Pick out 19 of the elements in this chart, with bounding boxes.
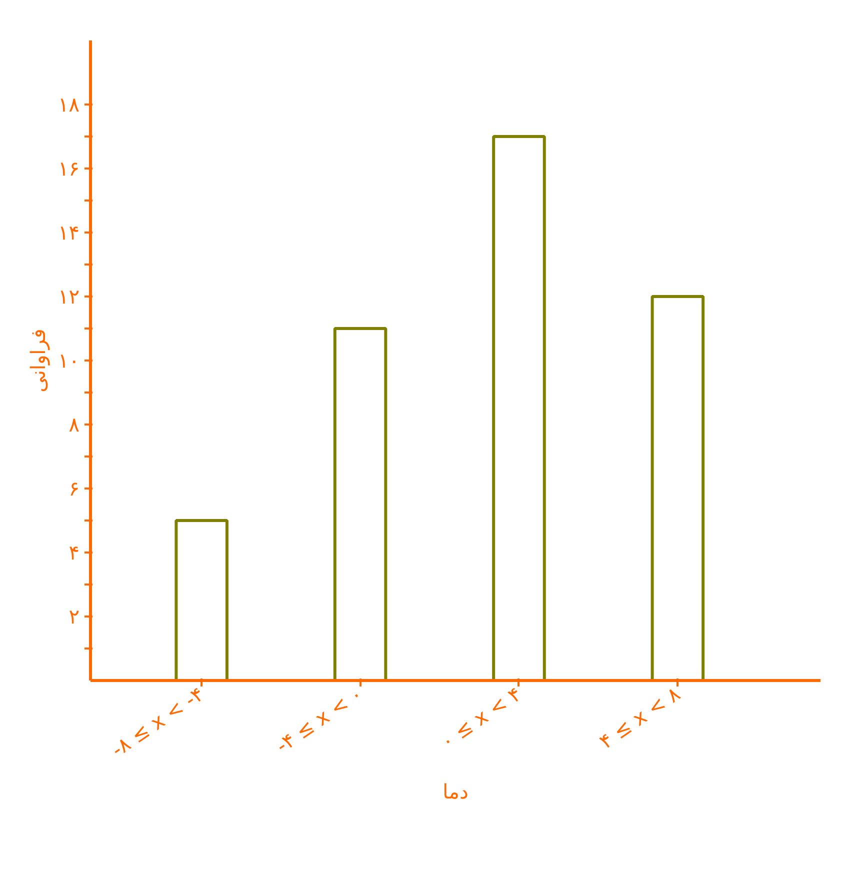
y-tick-label: ۱۲ [58,284,80,308]
y-tick-label: ۴ [68,540,80,564]
x-tick-label: ۴ ≤ x < ۸ [594,681,685,754]
x-tick-label: -۴ ≤ x < ۰ [271,682,367,758]
y-tick-label: ۱۸ [58,92,80,116]
bar [174,519,228,680]
y-tick-label: ۲ [68,604,80,628]
y-tick-label: ۱۰ [58,348,80,372]
x-tick-label: ۰ ≤ x < ۴ [436,682,526,754]
bar [650,295,705,680]
y-tick-label: ۸ [68,412,80,436]
bar [492,135,546,680]
y-tick-label: ۶ [68,476,80,500]
y-axis-title: فراوانی [26,328,50,392]
x-tick-label: -۸ ≤ x < -۴ [106,682,208,762]
x-axis-title: دما [442,780,468,804]
y-tick-label: ۱۴ [58,220,80,244]
bar [333,327,388,680]
y-tick-label: ۱۶ [58,156,80,180]
